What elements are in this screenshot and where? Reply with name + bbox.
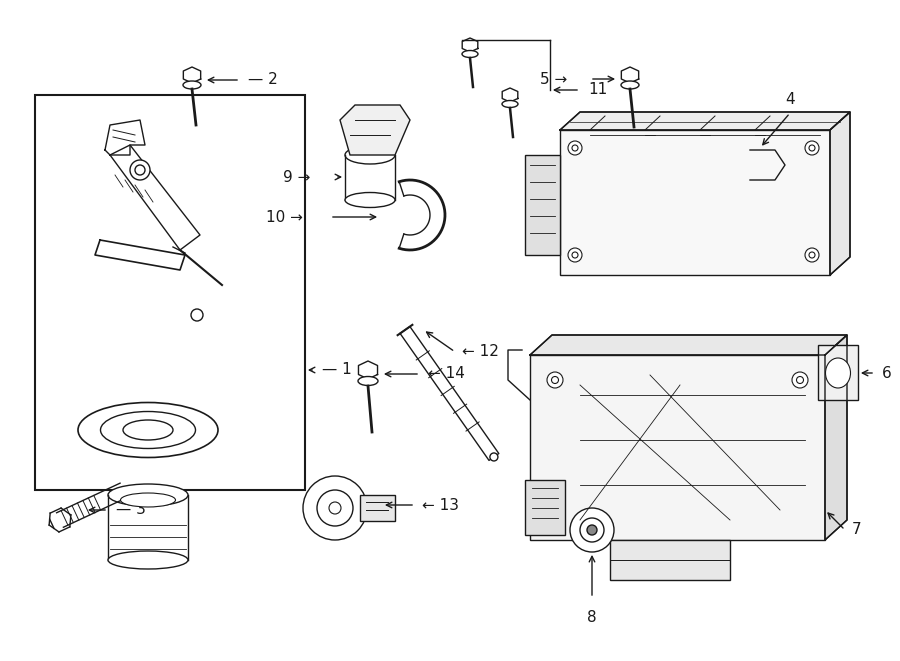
Bar — [525, 155, 560, 255]
Ellipse shape — [825, 358, 850, 388]
Circle shape — [552, 377, 559, 383]
Ellipse shape — [101, 412, 195, 449]
Text: 4: 4 — [785, 93, 795, 108]
Ellipse shape — [108, 484, 188, 506]
Ellipse shape — [123, 420, 173, 440]
Circle shape — [809, 145, 815, 151]
Polygon shape — [560, 112, 850, 130]
Polygon shape — [825, 335, 847, 540]
Text: — 2: — 2 — [248, 73, 278, 87]
Circle shape — [805, 141, 819, 155]
Text: ← 12: ← 12 — [462, 344, 499, 360]
Text: 5 →: 5 → — [540, 71, 567, 87]
Ellipse shape — [358, 377, 378, 385]
Polygon shape — [530, 335, 847, 355]
Circle shape — [303, 476, 367, 540]
Circle shape — [568, 141, 582, 155]
Circle shape — [317, 490, 353, 526]
Circle shape — [572, 145, 578, 151]
Text: — 3: — 3 — [116, 502, 146, 518]
Polygon shape — [830, 112, 850, 275]
Bar — [530, 355, 825, 540]
Ellipse shape — [121, 493, 176, 507]
Text: 7: 7 — [852, 522, 861, 537]
Ellipse shape — [78, 403, 218, 457]
Circle shape — [490, 453, 498, 461]
Text: ← 13: ← 13 — [422, 498, 459, 512]
Polygon shape — [340, 105, 410, 155]
Text: — 1: — 1 — [322, 362, 352, 377]
Circle shape — [580, 518, 604, 542]
Ellipse shape — [462, 50, 478, 58]
Ellipse shape — [502, 100, 518, 108]
Bar — [360, 495, 395, 521]
Ellipse shape — [345, 192, 395, 208]
Circle shape — [792, 372, 808, 388]
Text: ← 14: ← 14 — [428, 366, 465, 381]
Text: 11: 11 — [588, 83, 608, 98]
Circle shape — [130, 160, 150, 180]
Circle shape — [796, 377, 804, 383]
Circle shape — [587, 525, 597, 535]
Circle shape — [572, 252, 578, 258]
Ellipse shape — [621, 81, 639, 89]
Polygon shape — [818, 345, 858, 400]
Circle shape — [329, 502, 341, 514]
Text: 8: 8 — [587, 610, 597, 625]
Ellipse shape — [108, 551, 188, 569]
Bar — [525, 480, 565, 535]
Bar — [35, 95, 305, 490]
Text: 9 →: 9 → — [283, 169, 310, 184]
Circle shape — [570, 508, 614, 552]
Circle shape — [568, 248, 582, 262]
Text: 10 →: 10 → — [266, 210, 303, 225]
Bar — [610, 540, 730, 580]
Text: 6: 6 — [882, 366, 892, 381]
Ellipse shape — [183, 81, 201, 89]
Circle shape — [547, 372, 563, 388]
Bar — [560, 130, 830, 275]
Circle shape — [135, 165, 145, 175]
Circle shape — [805, 248, 819, 262]
Circle shape — [191, 309, 203, 321]
Circle shape — [809, 252, 815, 258]
Ellipse shape — [345, 146, 395, 164]
